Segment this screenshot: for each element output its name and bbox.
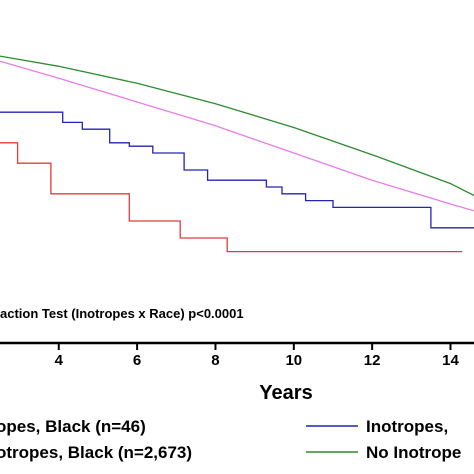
curves-group [0, 55, 474, 253]
x-tick-label-12: 12 [364, 352, 381, 369]
legend-entry-green-right: No Inotrope [366, 443, 461, 462]
legend-entry-green-left: otropes, Black (n=2,673) [0, 443, 192, 462]
legend-entry-blue: Inotropes, [366, 417, 448, 436]
series-line-0 [0, 55, 474, 197]
x-tick-label-14: 14 [442, 352, 459, 369]
series-line-1 [0, 60, 474, 212]
interaction-test-annotation: action Test (Inotropes x Race) p<0.0001 [0, 306, 244, 321]
series-line-2 [0, 111, 474, 229]
legend: opes, Black (n=46) otropes, Black (n=2,6… [0, 417, 461, 462]
x-tick-label-6: 6 [133, 352, 141, 369]
x-tick-label-8: 8 [211, 352, 219, 369]
x-tick-label-10: 10 [285, 352, 302, 369]
x-tick-label-4: 4 [55, 352, 64, 369]
x-axis: 4 6 8 10 12 14 [0, 341, 474, 369]
legend-entry-red: opes, Black (n=46) [0, 417, 146, 436]
x-axis-label: Years [259, 382, 312, 404]
series-line-3 [0, 142, 463, 253]
